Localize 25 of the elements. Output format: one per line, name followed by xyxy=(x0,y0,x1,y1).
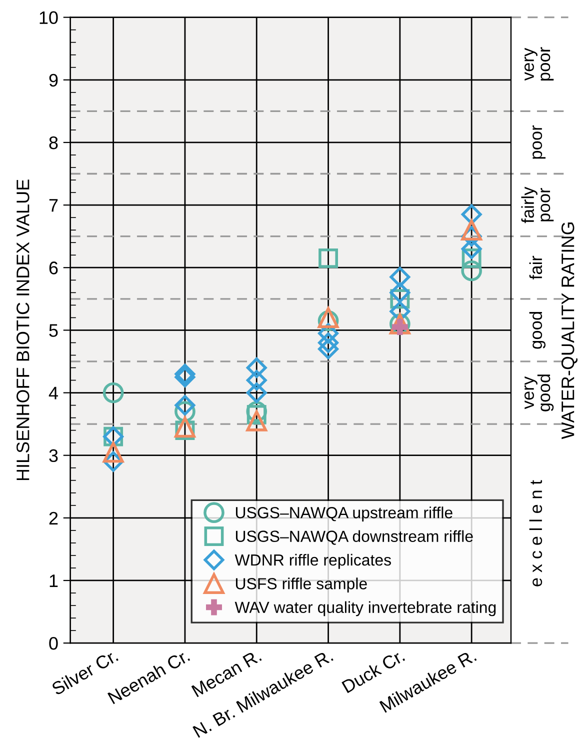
text: poor xyxy=(532,125,546,159)
y-tick-label: 9 xyxy=(49,74,58,87)
legend-label: WDNR riffle replicates xyxy=(234,554,391,569)
y-tick-label: 4 xyxy=(48,386,58,400)
y-tick-label: 0 xyxy=(49,636,58,650)
text: fairly poor xyxy=(521,186,554,224)
y-tick-label: 7 xyxy=(49,199,58,212)
text: very good xyxy=(524,374,554,412)
y-tick-label: 6 xyxy=(49,262,58,274)
y-axis-title: HILSENHOFF BIOTIC INDEX VALUE xyxy=(16,180,30,480)
y-tick-label: 3 xyxy=(49,449,58,462)
y2-axis-title: WATER-QUALITY RATING xyxy=(561,222,578,440)
y-tick-label: 8 xyxy=(49,136,58,150)
legend-label: WAV water quality invertebrate rating xyxy=(234,601,496,616)
legend-label: USGS–NAWQA downstream riffle xyxy=(236,530,473,545)
legend-label: USFS riffle sample xyxy=(236,578,367,592)
text: fair xyxy=(529,256,542,280)
y-tick-label: 10 xyxy=(40,11,58,24)
text: very poor xyxy=(524,47,554,81)
legend-label: USGS–NAWQA upstream riffle xyxy=(236,506,452,522)
y-tick-label: 1 xyxy=(50,574,58,588)
text: e x c e l l e n t xyxy=(529,480,542,586)
y-tick-label: 2 xyxy=(49,512,58,524)
text: good xyxy=(529,312,546,349)
y-tick-label: 5 xyxy=(49,324,58,337)
